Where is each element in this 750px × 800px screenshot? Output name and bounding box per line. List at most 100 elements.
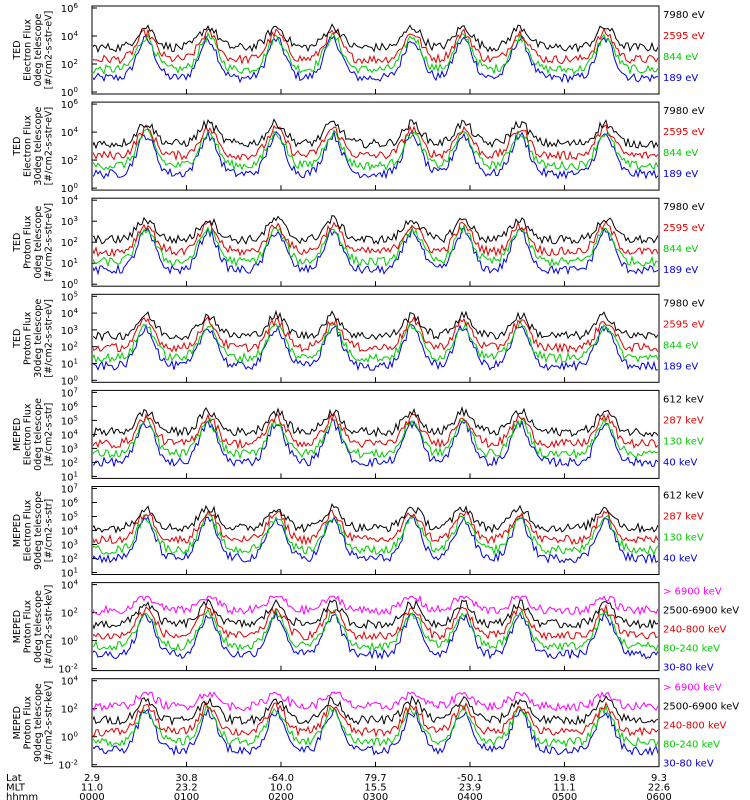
y-axis-label: Electron Flux bbox=[23, 19, 34, 81]
footer-value: 23.9 bbox=[459, 782, 481, 793]
series-line bbox=[93, 701, 658, 738]
legend-entry: 40 keV bbox=[663, 554, 697, 565]
footer-value: 19.8 bbox=[553, 773, 575, 784]
y-tick-label: 104 bbox=[61, 307, 79, 320]
series-line bbox=[93, 215, 658, 245]
series-line bbox=[93, 509, 658, 546]
y-axis-label: [#/cm2-s-str] bbox=[44, 403, 55, 466]
y-axis-label: 90deg telescope bbox=[33, 491, 44, 570]
legend-entry: 80-240 keV bbox=[663, 644, 720, 655]
series-line bbox=[93, 315, 658, 354]
y-tick-label: 104 bbox=[61, 675, 79, 688]
y-axis-label: [#/cm2-s-str-eV] bbox=[44, 11, 55, 90]
y-tick-label: 102 bbox=[61, 607, 78, 620]
y-tick-label: 105 bbox=[61, 511, 78, 524]
series-line bbox=[93, 128, 658, 172]
series-line bbox=[93, 323, 658, 372]
y-tick-label: 101 bbox=[61, 567, 78, 580]
y-tick-label: 104 bbox=[61, 126, 79, 139]
y-tick-label: 10-2 bbox=[58, 759, 78, 772]
series-line bbox=[93, 225, 658, 268]
footer-value: 2.9 bbox=[84, 773, 100, 784]
series-line bbox=[93, 31, 658, 75]
series-line bbox=[93, 35, 658, 84]
legend-entry: 189 eV bbox=[663, 73, 698, 84]
y-axis-label: Proton Flux bbox=[23, 600, 34, 654]
footer-value: 0300 bbox=[363, 792, 388, 800]
series-line bbox=[93, 220, 658, 258]
series-line bbox=[93, 704, 658, 748]
panel-8: 104 102 100 10-2 MEPED Proton Flux 90deg teles… bbox=[12, 675, 739, 772]
y-tick-label: 104 bbox=[61, 194, 79, 207]
flux-traces bbox=[93, 215, 658, 276]
panel-1: 106 104 102 100 TED Electron Flux 0deg telesco… bbox=[12, 2, 705, 99]
series-line bbox=[93, 598, 658, 630]
footer-row-label: Lat bbox=[6, 773, 22, 784]
y-axis-label: TED bbox=[12, 233, 23, 253]
series-line bbox=[93, 226, 658, 276]
y-axis-label: MEPED bbox=[12, 610, 23, 643]
y-tick-label: 102 bbox=[61, 553, 78, 566]
y-tick-label: 103 bbox=[61, 324, 78, 337]
footer-value: -64.0 bbox=[268, 773, 294, 784]
y-tick-label: 104 bbox=[61, 30, 79, 43]
y-axis-label: [#/cm2-s-str-eV] bbox=[44, 299, 55, 378]
legend-entry: 189 eV bbox=[663, 361, 698, 372]
series-line bbox=[93, 416, 658, 460]
legend-entry: 2595 eV bbox=[663, 319, 705, 330]
y-tick-label: 100 bbox=[61, 731, 78, 744]
y-tick-label: 100 bbox=[61, 182, 78, 195]
legend-entry: 2595 eV bbox=[663, 127, 705, 138]
panel-frame bbox=[91, 101, 660, 191]
legend-entry: 7980 eV bbox=[663, 106, 705, 117]
y-axis-label: MEPED bbox=[12, 418, 23, 451]
legend-entry: 844 eV bbox=[663, 244, 698, 255]
y-tick-label: 102 bbox=[61, 58, 78, 71]
y-tick-label: 101 bbox=[61, 358, 78, 371]
y-tick-label: 100 bbox=[61, 86, 78, 99]
series-line bbox=[93, 27, 658, 66]
legend-entry: 240-800 keV bbox=[663, 625, 727, 636]
series-line bbox=[93, 694, 658, 727]
y-axis-label: TED bbox=[12, 137, 23, 157]
y-tick-label: 106 bbox=[61, 497, 79, 510]
legend-entry: > 6900 keV bbox=[663, 683, 722, 694]
legend-entry: 2500-6900 keV bbox=[663, 606, 739, 617]
y-tick-label: 107 bbox=[61, 483, 78, 496]
legend-entry: 40 keV bbox=[663, 457, 697, 468]
y-axis-label: 0deg telescope bbox=[33, 590, 44, 663]
panel-frame bbox=[91, 486, 660, 575]
footer-row-label: MLT bbox=[6, 782, 26, 793]
legend-entry: 2595 eV bbox=[663, 31, 705, 42]
legend-entry: 130 keV bbox=[663, 533, 704, 544]
legend-entry: 612 keV bbox=[663, 394, 704, 405]
legend-entry: 287 keV bbox=[663, 512, 704, 523]
y-tick-label: 103 bbox=[61, 442, 78, 455]
y-tick-label: 107 bbox=[61, 386, 78, 399]
footer-value: 30.8 bbox=[175, 773, 197, 784]
legend-entry: 240-800 keV bbox=[663, 721, 727, 732]
footer-value: 0000 bbox=[79, 792, 104, 800]
y-axis-label: 0deg telescope bbox=[33, 13, 44, 86]
legend-entry: 7980 eV bbox=[663, 202, 705, 213]
flux-traces bbox=[93, 23, 658, 84]
series-line bbox=[93, 603, 658, 641]
y-tick-label: 103 bbox=[61, 539, 78, 552]
y-axis-label: 30deg telescope bbox=[33, 106, 44, 185]
y-axis-label: TED bbox=[12, 329, 23, 349]
series-line bbox=[93, 691, 658, 712]
footer-value: 22.6 bbox=[648, 782, 670, 793]
footer-value: 0100 bbox=[174, 792, 199, 800]
flux-traces bbox=[93, 405, 658, 468]
flux-traces bbox=[93, 691, 658, 757]
legend-entry: 844 eV bbox=[663, 52, 698, 63]
legend-entry: 189 eV bbox=[663, 169, 698, 180]
y-axis-label: 30deg telescope bbox=[33, 299, 44, 378]
panel-frame bbox=[91, 5, 660, 95]
y-axis-label: Proton Flux bbox=[23, 311, 34, 365]
y-tick-label: 102 bbox=[61, 154, 78, 167]
footer-value: 0400 bbox=[457, 792, 482, 800]
footer-value: 10.0 bbox=[270, 782, 292, 793]
footer: LatMLThhmm2024 May 032.930.8-64.079.7-50… bbox=[6, 773, 672, 800]
